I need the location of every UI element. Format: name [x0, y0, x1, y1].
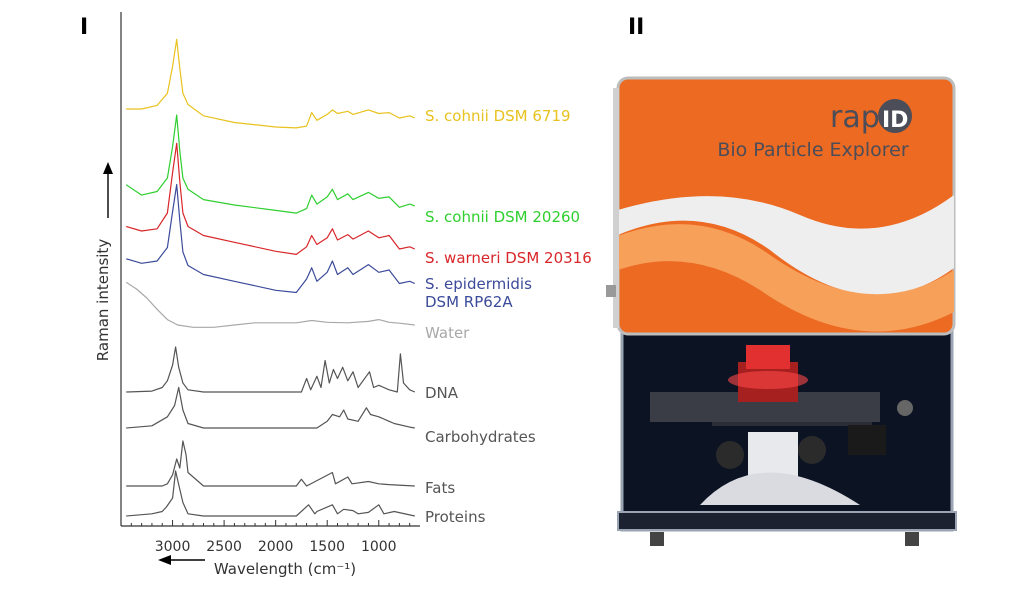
x-tick-label: 1500: [309, 539, 345, 555]
series-label: Carbohydrates: [425, 428, 536, 446]
series-label: S. cohnii DSM 6719: [425, 107, 571, 125]
x-tick-label: 2500: [206, 539, 242, 555]
series-label: Fats: [425, 479, 455, 497]
series-line: [126, 346, 416, 393]
series-label: DSM RP62A: [425, 293, 513, 311]
series-line: [126, 440, 415, 487]
series-line: [125, 114, 415, 214]
x-axis-label: Wavelength (cm⁻¹): [214, 560, 356, 578]
panel-label-right: II: [628, 15, 644, 40]
x-tick-label: 2000: [258, 539, 294, 555]
x-tick-label: 3000: [155, 539, 191, 555]
brand-logo-badge: [878, 99, 912, 133]
series-label: DNA: [425, 384, 459, 402]
series-line: [126, 386, 415, 429]
series-label: Proteins: [425, 508, 486, 526]
series-line: [126, 470, 415, 517]
instrument-photo: rap ID Bio Particle Explorer: [606, 76, 957, 546]
series-line: [125, 281, 415, 328]
series-layer: [125, 38, 416, 517]
series-label: S. cohnii DSM 20260: [425, 208, 580, 226]
y-increase-arrow: [103, 162, 113, 218]
series-label: S. epidermidis: [425, 275, 532, 293]
y-axis-label: Raman intensity: [94, 239, 112, 362]
product-name: Bio Particle Explorer: [717, 139, 909, 161]
raman-spectra-chart: 3000 2500 2000 1500 1000 S. cohnii DSM 6719S…: [94, 12, 592, 578]
x-tick-label: 1000: [361, 539, 397, 555]
x-direction-arrow: [158, 555, 205, 565]
x-ticks: 3000 2500 2000 1500 1000: [130, 520, 411, 555]
brand-logo: rap: [830, 100, 880, 135]
panel-label-left: I: [80, 15, 88, 40]
series-line: [126, 142, 416, 255]
series-labels: S. cohnii DSM 6719 S. cohnii DSM 20260 S. …: [425, 107, 592, 526]
series-line: [126, 38, 416, 129]
series-label: S. warneri DSM 20316: [425, 249, 592, 267]
series-line: [126, 183, 416, 294]
brand-logo-id: ID: [882, 108, 908, 133]
series-label: Water: [425, 324, 470, 342]
